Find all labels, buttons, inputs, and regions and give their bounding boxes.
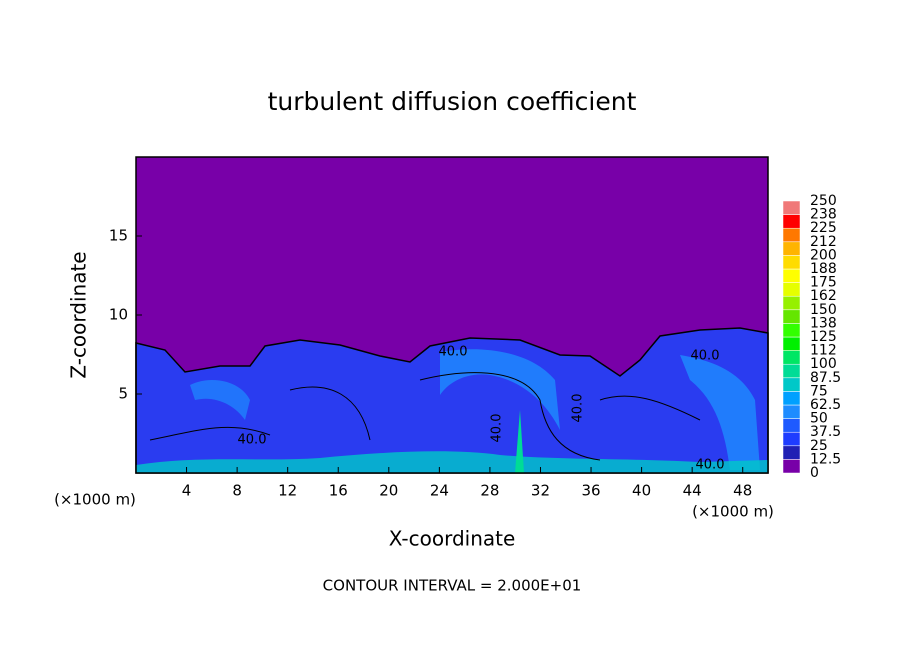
colorbar-swatch <box>782 363 801 379</box>
colorbar-swatch <box>782 255 801 270</box>
colorbar-swatch <box>782 445 801 460</box>
colorbar-label: 125 <box>810 329 837 345</box>
colorbar-label: 62.5 <box>810 397 841 413</box>
colorbar-swatch <box>782 282 801 297</box>
footnote: CONTOUR INTERVAL = 2.000E+01 <box>323 577 582 595</box>
colorbar-label: 150 <box>810 302 837 318</box>
contour-label: 40.0 <box>696 458 725 473</box>
colorbar-label: 100 <box>810 356 837 372</box>
colorbar-label: 87.5 <box>810 370 841 386</box>
colorbar-swatch <box>782 391 801 406</box>
contour-label: 40.0 <box>238 433 267 448</box>
x-tick-label: 28 <box>480 482 499 500</box>
x-tick-label: 12 <box>278 482 297 500</box>
chart-title: turbulent diffusion coefficient <box>268 87 637 116</box>
light-streak <box>680 355 760 470</box>
colorbar-label: 112 <box>810 343 837 359</box>
colorbar-swatch <box>782 214 801 229</box>
colorbar-swatch <box>782 336 801 351</box>
colorbar-swatch <box>782 418 801 433</box>
colorbar-label: 250 <box>810 193 837 209</box>
y-tick-label: 15 <box>109 227 128 245</box>
x-tick-label: 24 <box>430 482 449 500</box>
x-tick-label: 16 <box>329 482 348 500</box>
y-axis-label: Z-coordinate <box>67 251 91 378</box>
x-tick-label: 4 <box>182 482 192 500</box>
cyan-band <box>136 451 768 473</box>
colorbar-label: 175 <box>810 275 837 291</box>
colorbar-label: 238 <box>810 207 837 223</box>
x-axis-label: X-coordinate <box>389 527 516 551</box>
contour-label: 40.0 <box>571 394 586 423</box>
contour-label: 40.0 <box>490 414 505 443</box>
x-tick-label: 32 <box>531 482 550 500</box>
colorbar-swatch <box>782 377 801 392</box>
light-streak <box>190 380 250 420</box>
contour-label: 40.0 <box>439 345 468 360</box>
colorbar-swatch <box>782 350 801 365</box>
colorbar-swatch <box>782 404 801 419</box>
colorbar-swatch <box>782 200 801 215</box>
colorbar-label: 0 <box>810 465 819 481</box>
colorbar-label: 75 <box>810 383 828 399</box>
colorbar-label: 225 <box>810 220 837 236</box>
colorbar-label: 25 <box>810 438 828 454</box>
colorbar-swatch <box>782 309 801 324</box>
colorbar-swatch <box>782 459 801 474</box>
colorbar-swatch <box>782 295 801 311</box>
x-tick-label: 8 <box>232 482 242 500</box>
colorbar-swatch <box>782 227 801 243</box>
x-tick-label: 20 <box>379 482 398 500</box>
x-tick-label: 44 <box>683 482 702 500</box>
colorbar-label: 188 <box>810 261 837 277</box>
colorbar-swatch <box>782 323 801 338</box>
x-tick-label: 40 <box>632 482 651 500</box>
contour-line <box>149 372 701 461</box>
colorbar-swatch <box>782 431 801 447</box>
colorbar-label: 50 <box>810 411 828 427</box>
x-unit-label: (×1000 m) <box>54 491 136 509</box>
colorbar-swatch <box>782 241 801 256</box>
field <box>135 157 769 474</box>
turbulent-layer <box>135 327 769 474</box>
y-tick-label: 10 <box>109 306 128 324</box>
contour-label: 40.0 <box>691 349 720 364</box>
colorbar-label: 12.5 <box>810 451 841 467</box>
colorbar-label: 212 <box>810 234 837 250</box>
x-tick-label: 48 <box>733 482 752 500</box>
cyan-spike <box>515 410 524 473</box>
colorbar-label: 37.5 <box>810 424 841 440</box>
x-tick-label: 36 <box>581 482 600 500</box>
x-unit-label: (×1000 m) <box>692 503 774 521</box>
colorbar-label: 138 <box>810 315 837 331</box>
y-tick-label: 5 <box>118 385 128 403</box>
colorbar-label: 200 <box>810 247 837 263</box>
colorbar-swatch <box>782 268 801 283</box>
colorbar-label: 162 <box>810 288 837 304</box>
light-streak <box>440 349 560 430</box>
